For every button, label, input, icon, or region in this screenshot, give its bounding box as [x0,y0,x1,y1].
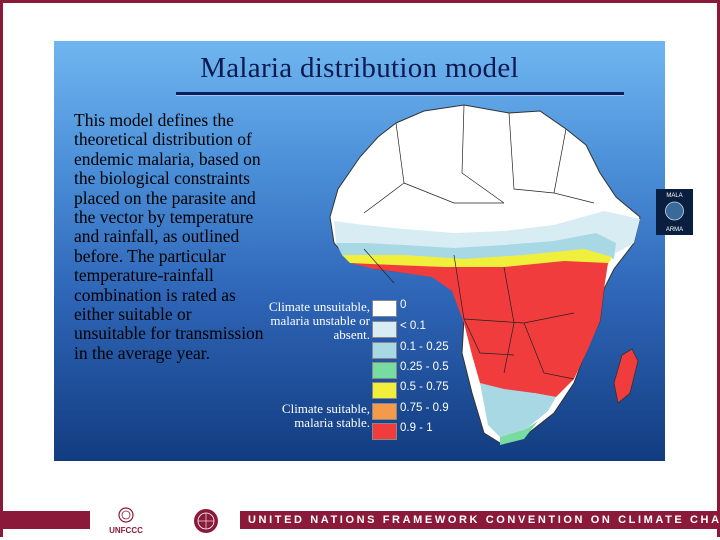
legend-item: 0.1 - 0.25 [372,341,500,359]
legend-label: 0.9 - 1 [400,422,433,434]
legend-swatch [372,382,397,399]
legend-swatch [372,342,397,359]
model-description: This model defines the theoretical distr… [74,110,264,363]
svg-text:UNFCCC: UNFCCC [109,526,143,535]
high-suitability-zone [350,261,608,423]
legend-label: 0.25 - 0.5 [400,361,449,373]
footer-convention-name: UNITED NATIONS FRAMEWORK CONVENTION ON C… [248,514,720,526]
unfccc-logo: UNFCCC [109,507,143,535]
legend-swatch [372,300,397,317]
legend-item: 0.75 - 0.9 [372,402,500,420]
southern-tip [500,421,538,445]
legend-label: < 0.1 [400,320,426,332]
caption-suitable: Climate suitable, malaria stable. [281,401,370,430]
content-panel: Malaria distribution model This model de… [54,41,693,461]
svg-text:MALA: MALA [666,193,682,199]
legend-label: 0.5 - 0.75 [400,381,449,393]
mara-logo: MALA ARMA [656,189,693,235]
legend-swatch [372,423,397,440]
legend-item: 0.25 - 0.5 [372,361,500,379]
country-borders [363,104,595,380]
madagascar [613,348,639,404]
legend-item: < 0.1 [372,320,500,338]
legend-item: 0.5 - 0.75 [372,381,500,399]
legend-item: 0 [372,299,500,317]
southern-transition [480,383,556,437]
legend-swatch [372,321,397,338]
legend-swatch [372,403,397,420]
caption-unsuitable: Climate unsuitable, malaria unstable or … [268,299,370,342]
title-divider [176,92,624,95]
legend-swatch [372,362,397,379]
un-emblem-icon [194,509,218,533]
africa-malaria-map [329,104,641,445]
legend-item: 0.9 - 1 [372,422,500,440]
slide-title: Malaria distribution model [200,52,519,84]
legend-label: 0.75 - 0.9 [400,402,449,414]
legend-label: 0.1 - 0.25 [400,341,449,353]
svg-text:ARMA: ARMA [666,227,683,233]
legend-label: 0 [400,299,407,311]
